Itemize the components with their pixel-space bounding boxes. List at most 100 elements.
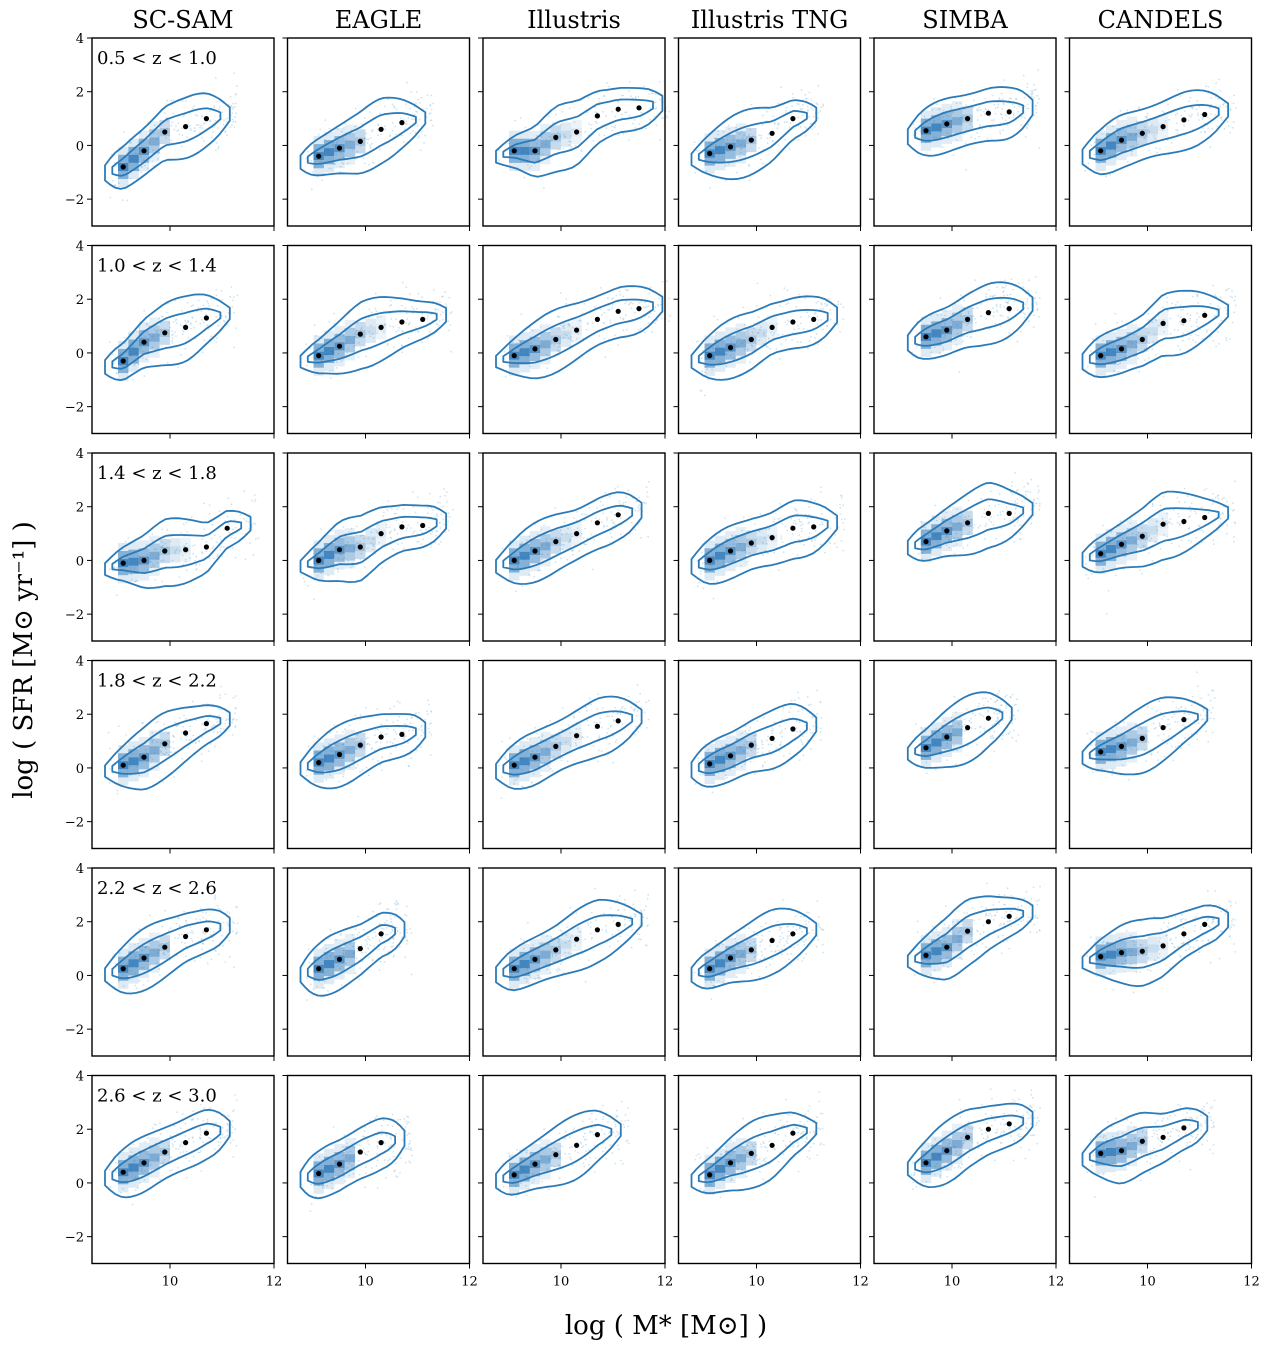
density-cell	[931, 532, 942, 541]
median-point	[748, 540, 754, 546]
scatter-point	[427, 713, 429, 715]
scatter-point	[697, 760, 699, 763]
scatter-point	[1232, 102, 1235, 105]
scatter-point	[798, 534, 800, 536]
scatter-point	[1206, 116, 1209, 119]
scatter-point	[362, 157, 365, 160]
scatter-point	[1033, 84, 1035, 86]
scatter-point	[1143, 137, 1145, 139]
panel-r3-c3	[673, 659, 862, 854]
scatter-point	[374, 741, 377, 744]
scatter-point	[603, 525, 605, 528]
scatter-point	[728, 124, 730, 127]
scatter-point	[183, 714, 185, 717]
density-cell	[149, 551, 160, 560]
scatter-point	[1220, 319, 1223, 322]
scatter-point	[792, 96, 794, 99]
scatter-point	[941, 146, 944, 149]
scatter-point	[822, 105, 825, 108]
scatter-point	[695, 340, 698, 343]
scatter-point	[1156, 751, 1159, 754]
scatter-point	[396, 700, 399, 703]
median-point	[511, 353, 517, 359]
scatter-point	[747, 135, 750, 137]
scatter-point	[215, 149, 217, 152]
y-tick-label: −2	[65, 816, 84, 831]
scatter-point	[1234, 295, 1236, 298]
density-cell	[519, 348, 530, 357]
scatter-point	[1117, 145, 1119, 148]
median-point	[727, 548, 734, 554]
scatter-point	[1013, 729, 1015, 732]
scatter-point	[1136, 140, 1139, 143]
scatter-point	[804, 134, 807, 137]
density-cell	[725, 134, 736, 143]
scatter-point	[302, 577, 305, 580]
panel-r2-c3	[673, 452, 862, 646]
scatter-point	[170, 139, 172, 142]
scatter-point	[1223, 496, 1225, 499]
scatter-point	[834, 533, 837, 536]
median-point	[1202, 312, 1208, 318]
scatter-point	[603, 134, 606, 137]
scatter-point	[231, 719, 234, 721]
scatter-point	[224, 130, 227, 132]
scatter-point	[812, 725, 815, 728]
scatter-point	[543, 524, 545, 526]
scatter-point	[976, 108, 979, 111]
scatter-point	[643, 711, 646, 714]
scatter-point	[666, 280, 668, 283]
scatter-point	[970, 721, 973, 724]
density-cell	[571, 136, 582, 145]
scatter-point	[600, 308, 602, 310]
density-cell	[725, 150, 736, 159]
scatter-point	[405, 286, 408, 288]
scatter-point	[505, 758, 508, 760]
density-cell	[952, 530, 963, 539]
scatter-point	[1219, 296, 1222, 299]
density-cell	[714, 755, 726, 764]
scatter-point	[1008, 97, 1011, 100]
scatter-point	[1026, 482, 1029, 485]
scatter-point	[559, 292, 562, 294]
scatter-point	[355, 126, 357, 128]
density-cell	[931, 123, 942, 132]
scatter-point	[374, 307, 377, 310]
scatter-point	[625, 300, 628, 303]
scatter-point	[411, 306, 414, 308]
scatter-point	[565, 298, 568, 300]
scatter-point	[368, 743, 371, 746]
scatter-point	[383, 105, 386, 108]
scatter-point	[773, 121, 776, 124]
scatter-point	[766, 137, 769, 139]
scatter-point	[333, 322, 336, 325]
scatter-point	[983, 508, 986, 511]
scatter-point	[514, 119, 517, 122]
scatter-point	[139, 156, 142, 158]
scatter-point	[393, 528, 396, 531]
density-cell	[1157, 327, 1169, 336]
median-point	[769, 324, 775, 330]
scatter-point	[1114, 574, 1117, 577]
scatter-point	[1159, 548, 1162, 550]
scatter-point	[1210, 97, 1212, 99]
density-cell	[1147, 327, 1158, 336]
scatter-point	[1001, 738, 1004, 740]
scatter-point	[166, 120, 169, 122]
scatter-point	[658, 297, 660, 300]
scatter-point	[816, 689, 818, 692]
scatter-point	[998, 97, 1001, 99]
scatter-point	[426, 315, 429, 318]
density-cell	[529, 352, 541, 361]
scatter-point	[368, 316, 370, 319]
scatter-point	[941, 128, 943, 131]
scatter-point	[1026, 86, 1028, 89]
scatter-point	[171, 337, 174, 340]
scatter-point	[310, 159, 313, 162]
scatter-point	[370, 130, 373, 133]
scatter-point	[761, 741, 763, 744]
scatter-point	[1029, 491, 1032, 494]
scatter-point	[138, 327, 141, 329]
density-cell	[138, 162, 150, 171]
scatter-point	[186, 301, 189, 304]
